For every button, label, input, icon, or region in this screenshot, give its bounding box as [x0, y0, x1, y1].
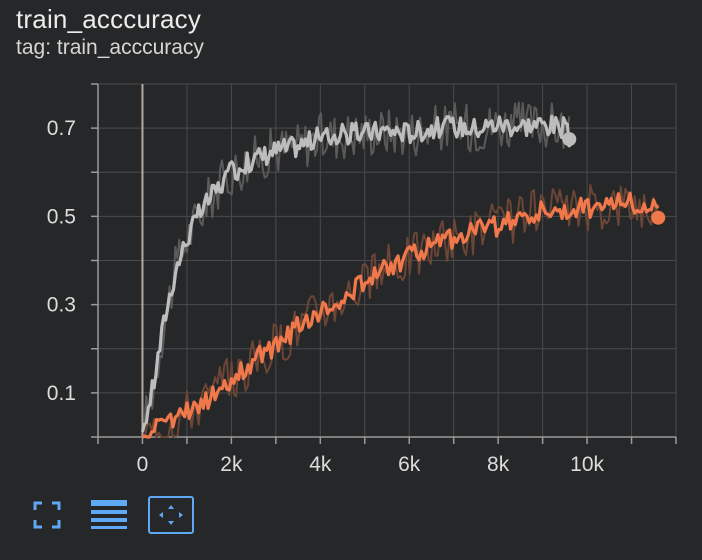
- y-tick-label: 0.5: [47, 205, 76, 228]
- series-end-point-0: [562, 132, 577, 147]
- x-tick-label: 0: [137, 453, 149, 476]
- x-tick-label: 6k: [398, 453, 421, 476]
- y-tick-label: 0.7: [47, 117, 76, 140]
- series-raw-line-0: [141, 101, 571, 432]
- line-chart: 0 2k 4k 6k 8k 10k 0.1 0.3 0.5 0.7: [47, 83, 677, 476]
- chart-series: [140, 101, 666, 439]
- chart-axes: [91, 83, 677, 444]
- series-line-1: [141, 191, 660, 439]
- chart-tick-labels: 0 2k 4k 6k 8k 10k 0.1 0.3 0.5 0.7: [47, 117, 605, 476]
- x-tick-label: 2k: [220, 453, 243, 476]
- series-end-point-1: [651, 210, 666, 225]
- series-raw-line-1: [142, 183, 660, 438]
- x-tick-label: 8k: [487, 453, 510, 476]
- expand-icon: [33, 501, 61, 529]
- chart-tag-label: tag: train_acccuracy: [16, 36, 204, 59]
- chart-title: train_acccuracy: [16, 4, 202, 34]
- fit-domain-button[interactable]: [148, 496, 194, 534]
- fit-to-domain-icon: [159, 505, 183, 525]
- lines-icon: [91, 500, 127, 529]
- y-tick-label: 0.3: [47, 294, 76, 317]
- fullscreen-button[interactable]: [24, 496, 70, 534]
- x-tick-label: 10k: [570, 453, 604, 476]
- x-tick-label: 4k: [309, 453, 332, 476]
- series-line-0: [140, 114, 571, 433]
- data-table-button[interactable]: [86, 496, 132, 534]
- chart-toolbar: [24, 496, 194, 534]
- y-tick-label: 0.1: [47, 382, 76, 405]
